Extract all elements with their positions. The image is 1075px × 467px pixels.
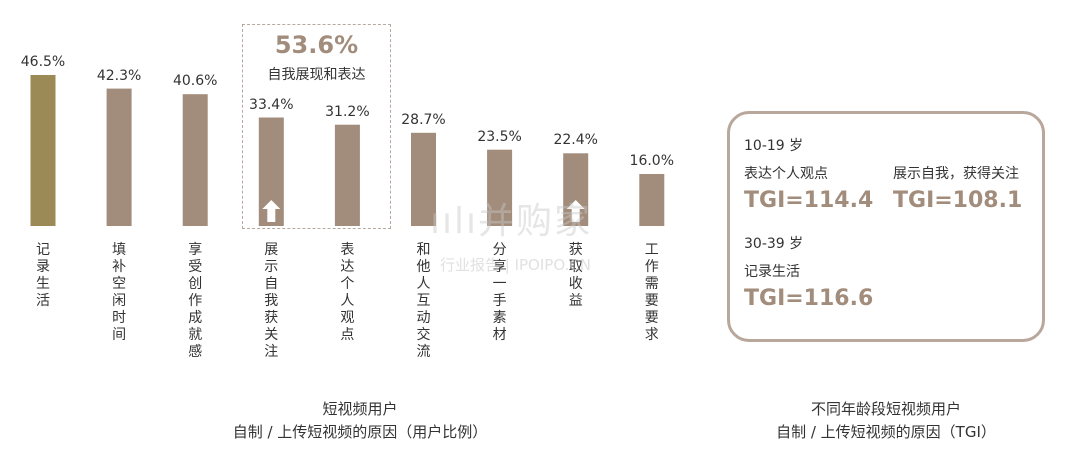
tgi-card: 10-19 岁 表达个人观点 TGI=114.4 展示自我，获得关注 TGI=1… [727,111,1045,342]
bar-7 [487,149,513,226]
highlight-group-value: 53.6% [274,31,359,59]
tgi-item-value-2: TGI=108.1 [893,188,1023,213]
value-label-7: 23.5% [477,128,522,145]
chart-caption-line1: 短视频用户 [322,400,398,418]
tgi-group-10-19: 10-19 岁 [744,138,804,154]
tgi-item-label-1: 表达个人观点 [744,166,828,182]
bar-9 [639,174,665,226]
bar-1 [30,75,56,226]
up-arrow-icon [566,200,585,222]
watermark-logo: ıılı并购家 [430,201,593,242]
value-label-4: 33.4% [249,96,294,113]
value-label-5: 31.2% [325,103,370,120]
value-label-6: 28.7% [401,111,446,128]
tgi-caption-line1: 不同年龄段短视频用户 [810,400,961,418]
tgi-caption: 不同年龄段短视频用户 自制 / 上传短视频的原因（TGI） [736,398,1036,444]
chart-caption: 短视频用户 自制 / 上传短视频的原因（用户比例） [150,398,570,444]
bar-2 [106,88,132,226]
value-label-2: 42.3% [96,67,142,84]
category-label-5: 表达个人观点 [340,242,355,343]
chart-caption-line2: 自制 / 上传短视频的原因（用户比例） [232,423,488,441]
up-arrow-icon [262,200,281,222]
highlight-group-box [242,24,391,229]
bar-6 [411,132,436,226]
highlight-group-label: 自我展现和表达 [267,67,366,83]
category-label-6: 和他人互动交流 [416,242,431,360]
bar-5 [334,124,360,226]
category-label-7: 分享一手素材 [492,242,507,343]
value-label-1: 46.5% [20,54,66,70]
category-label-8: 获取收益 [568,242,583,309]
tgi-item-label-2: 展示自我，获得关注 [893,166,1019,182]
category-label-4: 展示自我获关注 [264,242,279,360]
category-label-2: 填补空闲时间 [112,242,127,343]
bar-3 [182,94,208,226]
category-label-9: 工作需要要求 [644,242,659,343]
tgi-item-value-1: TGI=114.4 [744,188,874,213]
tgi-item-value-3: TGI=116.6 [744,286,874,311]
tgi-item-label-3: 记录生活 [744,264,800,280]
category-label-3: 享受创作成就感 [188,242,203,360]
tgi-group-30-39: 30-39 岁 [744,236,804,252]
tgi-caption-line2: 自制 / 上传短视频的原因（TGI） [776,423,996,441]
value-label-3: 40.6% [172,73,218,90]
value-label-9: 16.0% [629,153,675,170]
category-label-1: 记录生活 [36,242,50,309]
watermark-subtext: 行业报告 | IPOIPO.CN [440,256,591,274]
value-label-8: 22.4% [553,132,598,149]
